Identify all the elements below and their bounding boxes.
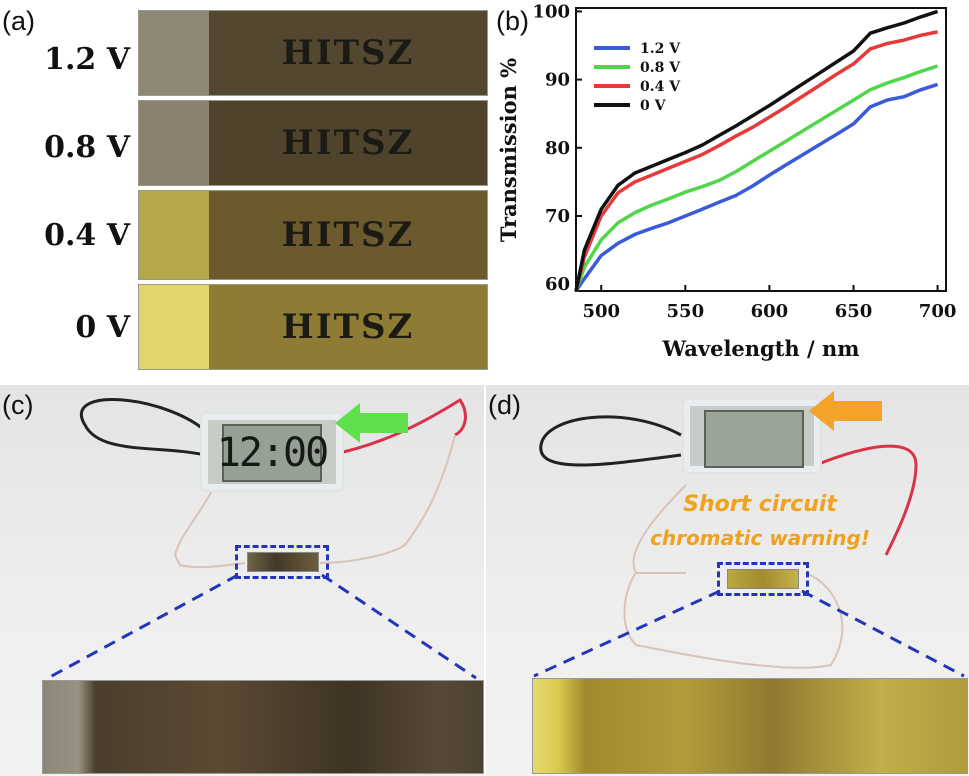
series-line-0_4V: [574, 30, 938, 292]
device-strip-3: HITSZ: [138, 190, 488, 280]
voltage-label-2: 0.8 V: [44, 130, 130, 165]
series-line-0V: [574, 9, 939, 292]
x-tick-label: 550: [667, 301, 705, 322]
panel-c-label: (c): [2, 390, 34, 420]
panel-b-label: (b): [496, 6, 529, 36]
lcd-display-c: 12:00: [217, 424, 329, 482]
transmission-chart: 500 550 600 650 700 60 70 80 90 100 1.2 V 0.8 V 0.4…: [496, 1, 957, 361]
warning-text-line2: chromatic warning!: [650, 526, 870, 550]
lcd-timer-c: 12:00: [200, 412, 344, 492]
strip-right-3: [209, 191, 487, 279]
device-c: [247, 552, 319, 572]
strip-left-3: [139, 191, 209, 279]
device-strip-2: HITSZ: [138, 100, 488, 186]
zoom-image-d: [532, 678, 968, 774]
y-tick-label: 90: [545, 70, 570, 91]
strip-right-2: [209, 101, 487, 185]
y-tick-label: 70: [545, 206, 570, 227]
voltage-label-4: 0 V: [75, 310, 130, 345]
y-tick-label: 60: [545, 274, 570, 295]
x-tick-label: 650: [835, 301, 873, 322]
x-tick-label: 700: [919, 301, 957, 322]
series-line-1_2V: [574, 82, 939, 292]
plot-frame: [575, 7, 947, 292]
warning-text-line1: Short circuit: [683, 492, 837, 517]
legend-label: 0 V: [640, 98, 667, 114]
hitsz-text-3: HITSZ: [281, 215, 415, 255]
legend-label: 0.4 V: [640, 79, 681, 95]
circuit-c-wires: [80, 397, 467, 569]
panel-d-label: (d): [488, 390, 521, 420]
hitsz-text-4: HITSZ: [281, 307, 415, 347]
panel-a-label: (a): [2, 6, 35, 36]
zoom-lines-d: [533, 589, 965, 678]
y-axis-label: Transmission %: [496, 58, 521, 242]
highlight-box-c: [235, 545, 329, 579]
series-line-0_8V: [574, 64, 939, 292]
legend-label: 1.2 V: [640, 41, 681, 57]
strip-left-2: [139, 101, 209, 185]
device-d: [727, 569, 799, 589]
voltage-label-1: 1.2 V: [44, 42, 130, 77]
green-arrow-icon: [335, 403, 408, 443]
voltage-label-3: 0.4 V: [44, 218, 130, 253]
x-axis-label: Wavelength / nm: [662, 336, 860, 361]
zoom-lines-c: [47, 573, 477, 680]
y-tick-label: 80: [545, 138, 570, 159]
orange-arrow-icon: [809, 391, 882, 431]
y-tick-label: 100: [532, 1, 570, 22]
strip-left-1: [139, 11, 209, 95]
hitsz-text-1: HITSZ: [281, 33, 415, 73]
lcd-timer-d: [682, 398, 822, 474]
device-strip-1: HITSZ: [138, 10, 488, 96]
device-strip-4: HITSZ: [138, 284, 488, 370]
strip-right-1: [209, 11, 487, 95]
hitsz-text-2: HITSZ: [281, 123, 415, 163]
legend-label: 0.8 V: [640, 60, 681, 76]
zoom-image-c: [42, 680, 484, 774]
x-tick-label: 500: [582, 301, 620, 322]
x-tick-label: 600: [751, 301, 789, 322]
lcd-display-d: [704, 410, 804, 468]
strip-right-4: [209, 285, 487, 369]
strip-left-4: [139, 285, 209, 369]
highlight-box-d: [717, 562, 809, 596]
